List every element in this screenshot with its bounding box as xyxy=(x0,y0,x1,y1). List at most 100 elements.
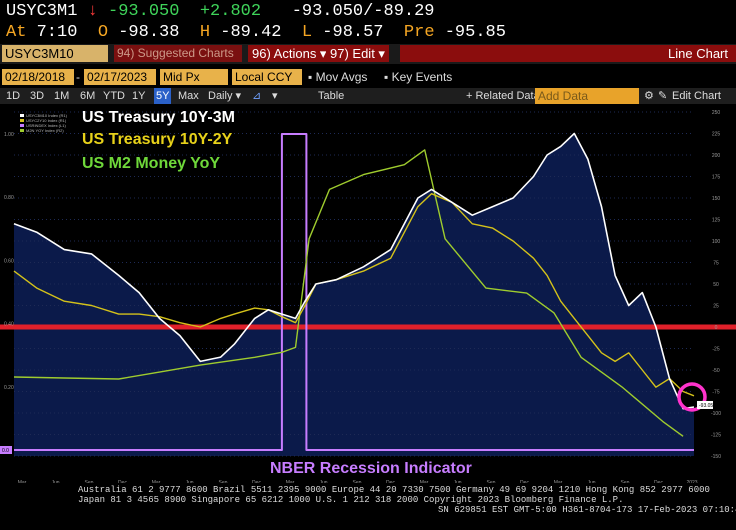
axes-layer: 2502252001751501251007550250-25-50-75-10… xyxy=(0,110,721,484)
open-value: -98.38 xyxy=(118,23,180,42)
at-label: At xyxy=(6,23,27,42)
security-input[interactable]: USYC3M10 Index xyxy=(2,45,108,78)
quote-line-1: USYC3M1 ↓ -93.050 +2.802 -93.050/-89.29 xyxy=(6,2,435,22)
left-tick-label: 0.40 xyxy=(4,322,14,328)
x-tick-label: Jun xyxy=(587,480,595,484)
end-date-field[interactable]: 02/17/2023 xyxy=(84,69,156,85)
x-tick-label: Dec xyxy=(386,480,395,484)
high-label: H xyxy=(199,23,211,42)
ticker-symbol[interactable]: USYC3M1 xyxy=(6,2,78,21)
nber-level-tag xyxy=(0,446,12,454)
x-tick-label: 2023 xyxy=(686,480,697,484)
x-tick-label: Sep xyxy=(219,480,228,484)
x-tick-label: Mar xyxy=(554,480,563,484)
left-tick-label: 1.00 xyxy=(4,132,14,138)
table-button[interactable]: Table xyxy=(318,90,345,102)
range-1m[interactable]: 1M xyxy=(54,90,70,102)
x-tick-label: Mar xyxy=(420,480,429,484)
toolbar-title-strip xyxy=(400,45,736,62)
annotation-10y3m: US Treasury 10Y-3M xyxy=(82,109,235,126)
range-1d[interactable]: 1D xyxy=(6,90,21,102)
add-data-input[interactable]: Add Data xyxy=(535,88,639,104)
x-tick-label: Mar xyxy=(286,480,295,484)
series-line-nber xyxy=(14,133,694,451)
right-tick-label: 50 xyxy=(713,282,719,288)
right-tick-label: 0 xyxy=(715,325,718,331)
x-tick-label: Sep xyxy=(85,480,94,484)
mini-legend: USYC3M10 Index (R1)USYC2Y10 Index (R1)US… xyxy=(20,113,68,133)
right-tick-label: 125 xyxy=(712,218,721,224)
low-value: -98.57 xyxy=(322,23,384,42)
chart-style-icon[interactable]: ▾ xyxy=(272,90,278,102)
right-tick-label: 150 xyxy=(712,196,721,202)
highlight-circle xyxy=(677,382,707,412)
left-tick-label: 0.20 xyxy=(4,385,14,391)
left-tick-label: 0.80 xyxy=(4,195,14,201)
start-date-field[interactable]: 02/18/2018 xyxy=(2,69,74,85)
right-tick-label: 225 xyxy=(712,132,721,138)
quote-line-2: At 7:10 O -98.38 H -89.42 L -98.57 Pre -… xyxy=(6,23,506,43)
range-6m[interactable]: 6M xyxy=(80,90,96,102)
price-field-select[interactable]: Mid Px xyxy=(160,69,228,85)
series-line-10y2y xyxy=(13,192,695,397)
open-label: O xyxy=(97,23,109,42)
frequency-select[interactable]: Daily ▾ xyxy=(208,90,242,102)
currency-select[interactable]: Local CCY xyxy=(232,69,302,85)
right-tick-label: 200 xyxy=(712,153,721,159)
pre-label: Pre xyxy=(403,23,435,42)
annotation-m2: US M2 Money YoY xyxy=(82,155,220,172)
x-tick-label: Jun xyxy=(319,480,327,484)
area-fill-layer xyxy=(14,133,694,456)
suggested-charts-button[interactable]: 94) Suggested Charts xyxy=(114,45,242,62)
x-tick-label: Sep xyxy=(487,480,496,484)
right-tick-label: -75 xyxy=(712,390,719,396)
x-tick-label: Jun xyxy=(51,480,59,484)
last-value-tag xyxy=(697,400,713,409)
legend-entry: USYC3M10 Index (R1) xyxy=(26,113,68,118)
range-3d[interactable]: 3D xyxy=(30,90,45,102)
legend-entry: USRINDEX Index (L1) xyxy=(26,123,66,128)
pencil-icon[interactable]: ✎ xyxy=(658,90,668,102)
right-tick-label: -125 xyxy=(711,433,721,439)
settings-icon[interactable]: ⚙ xyxy=(644,90,654,102)
legend-swatch xyxy=(20,124,24,127)
edit-chart-button[interactable]: Edit Chart xyxy=(672,90,721,102)
related-data-button[interactable]: + Related Data xyxy=(466,90,540,102)
net-change: +2.802 xyxy=(199,2,262,21)
bid-ask: -93.050/-89.29 xyxy=(291,2,435,21)
right-tick-label: -150 xyxy=(711,454,721,460)
range-ytd[interactable]: YTD xyxy=(103,90,125,102)
legend-swatch xyxy=(20,114,24,117)
right-tick-label: -50 xyxy=(712,368,719,374)
x-tick-label: Mar xyxy=(152,480,161,484)
right-tick-label: 100 xyxy=(712,239,721,245)
last-value-label: -93.05 xyxy=(699,403,713,409)
right-tick-label: -25 xyxy=(712,347,719,353)
right-tick-label: 175 xyxy=(712,175,721,181)
left-tick-label: 0.60 xyxy=(4,258,14,264)
legend-entry: M2N YOY Index (R2) xyxy=(26,128,64,133)
footer-line-2: Japan 81 3 4565 8900 Singapore 65 6212 1… xyxy=(78,495,624,505)
range-5y[interactable]: 5Y xyxy=(154,88,172,104)
x-tick-label: Jun xyxy=(185,480,193,484)
line-style-icon[interactable]: ⊿ xyxy=(252,90,262,102)
x-tick-label: Dec xyxy=(252,480,261,484)
edit-menu[interactable]: 97) Edit ▾ xyxy=(326,45,389,62)
mov-avgs-label: Mov Avgs xyxy=(315,70,368,84)
x-tick-label: Dec xyxy=(654,480,663,484)
mov-avgs-toggle[interactable]: ▪ Mov Avgs xyxy=(308,70,368,84)
pre-value: -95.85 xyxy=(444,23,506,42)
annotation-nber: NBER Recession Indicator xyxy=(270,460,472,477)
series-line-10y3m xyxy=(13,132,695,410)
series-layer xyxy=(0,132,736,451)
key-events-toggle[interactable]: ▪ Key Events xyxy=(384,70,453,84)
yield-curve-chart[interactable]: 2502252001751501251007550250-25-50-75-10… xyxy=(0,106,736,484)
annotation-10y2y: US Treasury 10Y-2Y xyxy=(82,131,233,148)
range-1y[interactable]: 1Y xyxy=(132,90,146,102)
footer-line-3: SN 629851 EST GMT-5:00 H361-8704-173 17-… xyxy=(438,505,736,515)
legend-swatch xyxy=(20,129,24,132)
range-max[interactable]: Max xyxy=(178,90,199,102)
high-value: -89.42 xyxy=(220,23,282,42)
actions-menu[interactable]: 96) Actions ▾ xyxy=(248,45,331,62)
x-tick-label: Dec xyxy=(520,480,529,484)
